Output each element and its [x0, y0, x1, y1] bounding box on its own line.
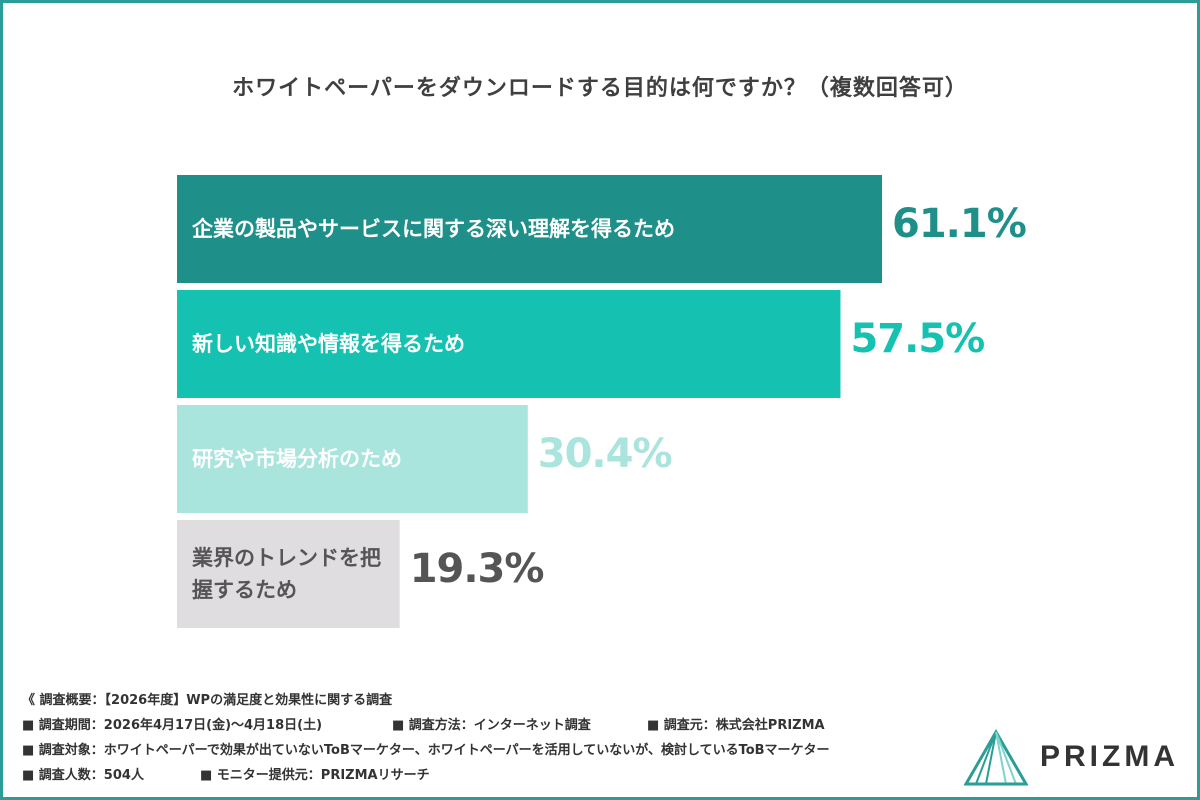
bar-category-label-3: 業界のトレンドを把握するため: [192, 545, 381, 603]
bar-value-label-0: 61.1%: [892, 201, 1027, 247]
survey-period: ■ 調査期間：2026年4月17日(金)〜4月18日(土): [22, 718, 323, 733]
prizma-logo-text: PRIZMA: [1040, 740, 1179, 773]
survey-target: ■ 調査対象：ホワイトペーパーで効果が出ていないToBマーケター、ホワイトペーパ…: [22, 743, 830, 758]
bar-category-label-2: 研究や市場分析のため: [192, 446, 402, 471]
bar-value-label-3: 19.3%: [409, 546, 545, 592]
prizma-logo-mark: [963, 728, 1029, 786]
bar-category-label-1: 新しい知識や情報を得るため: [192, 331, 465, 356]
survey-overview: 《 調査概要：【2026年度】WPの満足度と効果性に関する調査: [22, 693, 393, 708]
bar-value-label-2: 30.4%: [537, 431, 673, 477]
survey-monitor: ■ モニター提供元：PRIZMAリサーチ: [200, 768, 430, 783]
bar-0: [177, 175, 882, 283]
bar-value-label-1: 57.5%: [850, 316, 985, 362]
bar-category-label-0: 企業の製品やサービスに関する深い理解を得るため: [192, 216, 675, 241]
survey-method: ■ 調査方法：インターネット調査: [392, 718, 591, 733]
survey-count: ■ 調査人数：504人: [22, 768, 144, 783]
survey-notes: 《 調査概要：【2026年度】WPの満足度と効果性に関する調査 ■ 調査期間：2…: [22, 688, 830, 788]
chart-title: ホワイトペーパーをダウンロードする目的は何ですか？（複数回答可）: [232, 76, 968, 101]
survey-source: ■ 調査元：株式会社PRIZMA: [647, 718, 825, 733]
bar-2: [177, 405, 528, 513]
bar-1: [177, 290, 841, 398]
bar-3: [177, 520, 400, 628]
